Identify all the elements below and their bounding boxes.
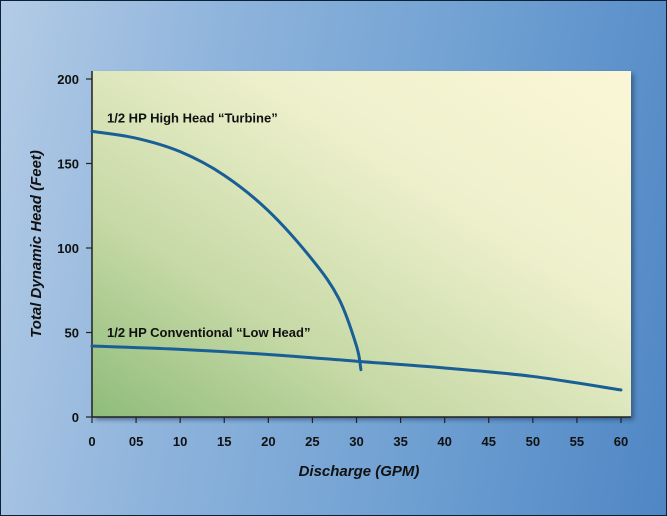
series-lines — [90, 129, 623, 392]
x-tick-label: 50 — [526, 434, 540, 449]
x-tick-label: 35 — [393, 434, 407, 449]
series-label: 1/2 HP Conventional “Low Head” — [107, 325, 310, 340]
series-line-high-head-turbine — [90, 129, 363, 372]
y-tick-label: 50 — [65, 326, 79, 341]
x-tick-label: 05 — [129, 434, 143, 449]
x-tick-label: 60 — [614, 434, 628, 449]
x-tick-label: 15 — [217, 434, 231, 449]
y-axis-ticks: 0 50 100 150 200 — [57, 72, 92, 425]
plot-area — [92, 71, 631, 417]
x-tick-label: 30 — [349, 434, 363, 449]
x-tick-label: 0 — [88, 434, 95, 449]
y-tick-label: 0 — [72, 410, 79, 425]
y-tick-label: 150 — [57, 157, 79, 172]
y-tick-label: 200 — [57, 72, 79, 87]
x-tick-label: 20 — [261, 434, 275, 449]
y-tick-label: 100 — [57, 241, 79, 256]
x-tick-label: 25 — [305, 434, 319, 449]
x-tick-label: 40 — [437, 434, 451, 449]
series-label: 1/2 HP High Head “Turbine” — [107, 110, 278, 125]
series-annotations: 1/2 HP High Head “Turbine” 1/2 HP Convent… — [107, 110, 310, 340]
x-tick-label: 55 — [570, 434, 584, 449]
x-tick-label: 10 — [173, 434, 187, 449]
x-axis-title: Discharge (GPM) — [299, 463, 420, 480]
x-tick-label: 45 — [482, 434, 496, 449]
y-axis-title: Total Dynamic Head (Feet) — [28, 150, 45, 338]
series-line-conventional-low-head — [90, 344, 623, 392]
x-axis-ticks: 0 05 10 15 20 25 30 35 40 45 50 55 60 — [88, 417, 628, 449]
axes — [91, 71, 631, 418]
